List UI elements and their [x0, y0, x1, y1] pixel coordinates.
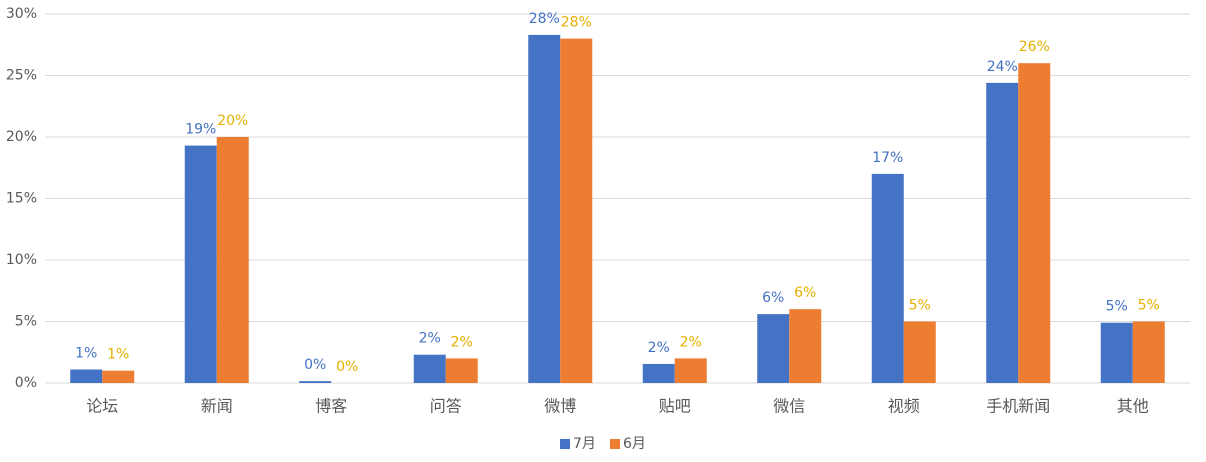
bar	[560, 38, 593, 383]
legend-swatch	[560, 439, 570, 449]
y-tick-label: 30%	[6, 6, 37, 22]
bar	[674, 358, 707, 383]
legend-label: 7月	[573, 436, 596, 452]
y-tick-label: 25%	[6, 68, 37, 84]
x-tick-label: 其他	[1117, 397, 1149, 416]
bar	[528, 34, 561, 383]
value-label: 2%	[451, 334, 473, 350]
y-tick-label: 20%	[6, 129, 37, 145]
bar	[413, 354, 446, 383]
x-tick-label: 手机新闻	[986, 397, 1050, 416]
y-tick-label: 15%	[6, 191, 37, 207]
x-tick-label: 问答	[430, 397, 462, 416]
y-tick-label: 5%	[15, 314, 37, 330]
value-label: 19%	[185, 122, 216, 138]
value-label: 28%	[529, 11, 560, 27]
x-tick-label: 博客	[315, 397, 347, 416]
bar	[789, 309, 822, 383]
value-label: 5%	[1138, 298, 1160, 314]
bar	[757, 314, 790, 383]
bar	[70, 369, 103, 383]
value-label: 2%	[648, 340, 670, 356]
value-label: 1%	[75, 345, 97, 361]
x-tick-label: 论坛	[86, 397, 118, 416]
x-tick-label: 贴吧	[659, 397, 691, 416]
y-tick-label: 10%	[6, 252, 37, 268]
value-label: 17%	[872, 150, 903, 166]
bar	[299, 381, 332, 383]
value-label: 6%	[794, 285, 816, 301]
bar	[184, 145, 217, 383]
bar	[1018, 63, 1051, 383]
value-label: 1%	[107, 347, 129, 363]
x-tick-label: 视频	[888, 397, 920, 416]
value-label: 26%	[1019, 39, 1050, 55]
bar	[1100, 322, 1133, 383]
bar	[642, 363, 675, 383]
value-label: 28%	[561, 15, 592, 31]
value-label: 0%	[304, 357, 326, 373]
bar	[102, 370, 135, 383]
value-label: 2%	[680, 334, 702, 350]
bar	[445, 358, 478, 383]
value-label: 24%	[987, 59, 1018, 75]
bar	[871, 173, 904, 383]
x-tick-label: 新闻	[201, 397, 233, 416]
legend-label: 6月	[623, 436, 646, 452]
value-label: 5%	[909, 298, 931, 314]
legend-swatch	[610, 439, 620, 449]
x-tick-label: 微信	[773, 397, 805, 416]
x-tick-label: 微博	[544, 397, 576, 416]
value-label: 20%	[217, 113, 248, 129]
value-label: 6%	[762, 290, 784, 306]
value-label: 0%	[336, 359, 358, 375]
bar	[903, 321, 936, 383]
bar	[216, 137, 249, 383]
value-label: 2%	[419, 331, 441, 347]
bar	[986, 82, 1019, 383]
value-label: 5%	[1106, 299, 1128, 315]
bar	[1132, 321, 1165, 383]
y-tick-label: 0%	[15, 375, 37, 391]
